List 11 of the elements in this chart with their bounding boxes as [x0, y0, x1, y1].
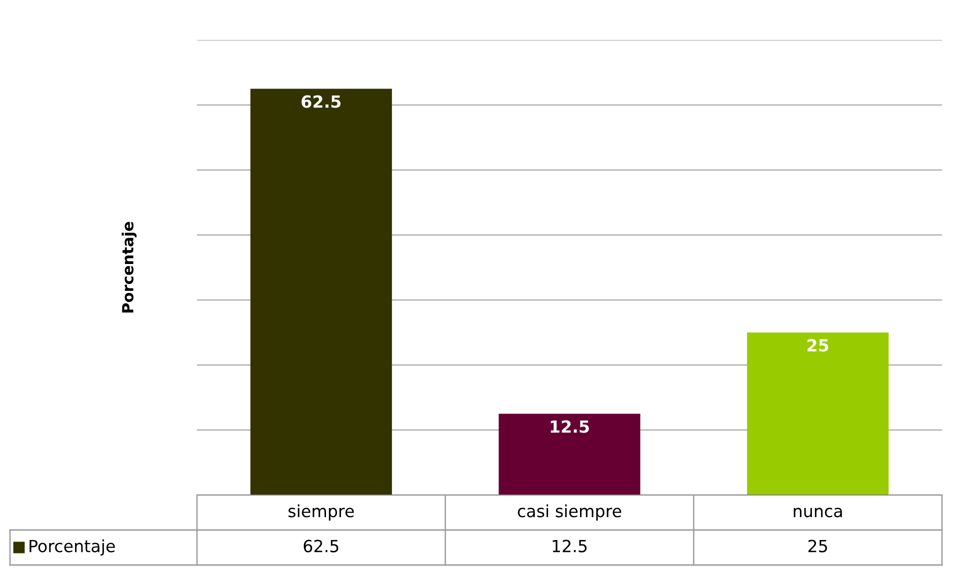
data-label: 62.5: [302, 95, 341, 108]
text: 25: [808, 540, 827, 552]
text: 62.5: [304, 540, 338, 552]
x-tick-label: casi siempre: [518, 504, 622, 521]
data-label: 12.5: [550, 420, 589, 433]
x-tick-label: nunca: [794, 508, 842, 518]
data-label: 25: [808, 339, 828, 352]
x-tick-label: siempre: [288, 504, 354, 521]
y-axis-title: Porcentaje: [122, 222, 137, 312]
text: 12.5: [552, 540, 587, 552]
legend-label: Porcentaje: [30, 539, 115, 556]
